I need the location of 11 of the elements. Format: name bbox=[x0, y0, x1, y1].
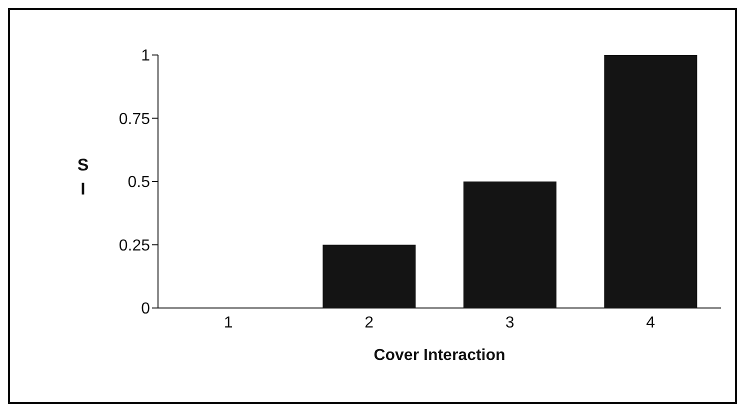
y-tick-label: 0.75 bbox=[118, 110, 150, 128]
y-tick-label: 1 bbox=[141, 48, 150, 65]
y-axis-title: S I bbox=[77, 156, 89, 198]
x-axis-title: Cover Interaction bbox=[374, 347, 506, 364]
x-tick-label: 2 bbox=[364, 314, 374, 332]
y-tick-label: 0.25 bbox=[118, 237, 150, 254]
x-tick-label: 3 bbox=[505, 314, 514, 332]
x-tick-label: 4 bbox=[646, 314, 656, 332]
y-tick-label: 0 bbox=[141, 300, 150, 318]
x-tick-label: 1 bbox=[224, 314, 233, 332]
y-tick-label: 0.5 bbox=[128, 174, 150, 192]
